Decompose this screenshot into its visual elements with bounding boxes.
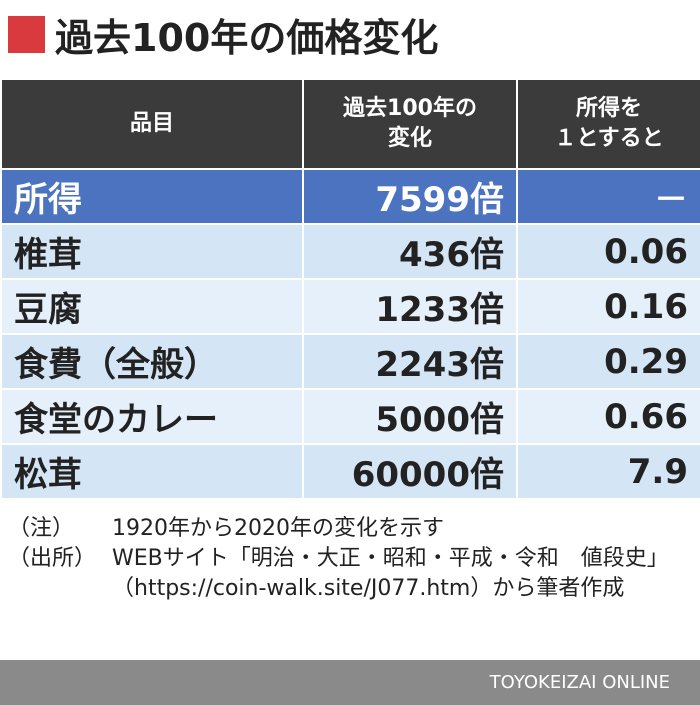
table-row: 食堂のカレー 5000倍 0.66: [0, 388, 700, 445]
brand: TOYOKEIZAI ONLINE: [489, 672, 670, 693]
header-line: 品目: [129, 111, 174, 136]
header-line: １とすると: [554, 126, 664, 151]
note-text: WEBサイト「明治・大正・昭和・平成・令和 値段史」（https://coin-…: [112, 546, 669, 601]
column-header: 品目: [0, 78, 304, 170]
table-cell: 松茸: [0, 443, 304, 500]
notes: （注） 1920年から2020年の変化を示す （出所） WEBサイト「明治・大正・昭和…: [8, 514, 688, 604]
table-cell: 椎茸: [0, 223, 304, 280]
price-table: 品目 過去100年の 変化 所得を １とすると 所得 7599倍－椎茸 436倍 0.06 豆腐…: [0, 78, 700, 500]
note-label: （注）: [8, 516, 75, 541]
table-cell: 0.66: [516, 388, 700, 445]
table-cell: 1233倍: [302, 278, 518, 335]
note: （出所） WEBサイト「明治・大正・昭和・平成・令和 値段史」（https://c…: [8, 544, 688, 604]
header-line: 所得を: [575, 96, 642, 121]
title-bar: 過去100年の価格変化: [8, 6, 438, 62]
table-row: 豆腐 1233倍 0.16: [0, 278, 700, 335]
header-row: 品目 過去100年の 変化 所得を １とすると: [0, 78, 700, 170]
table-cell: 0.16: [516, 278, 700, 335]
column-header: 所得を １とすると: [516, 78, 700, 170]
table-cell: －: [516, 168, 700, 225]
header-line: 過去100年の: [343, 96, 477, 121]
table-cell: 2243倍: [302, 333, 518, 390]
table-cell: 7.9: [516, 443, 700, 500]
table-cell: 5000倍: [302, 388, 518, 445]
column-header: 過去100年の 変化: [302, 78, 518, 170]
note: （注） 1920年から2020年の変化を示す: [8, 514, 688, 544]
table-cell: 436倍: [302, 223, 518, 280]
table-row: 椎茸 436倍 0.06: [0, 223, 700, 280]
table-row: 松茸 60000倍 7.9: [0, 443, 700, 500]
table-cell: 食費（全般）: [0, 333, 304, 390]
table-cell: 0.29: [516, 333, 700, 390]
table-cell: 食堂のカレー: [0, 388, 304, 445]
table-row: 所得 7599倍－: [0, 168, 700, 225]
footer: TOYOKEIZAI ONLINE: [0, 660, 700, 705]
table-cell: 豆腐: [0, 278, 304, 335]
note-text: 1920年から2020年の変化を示す: [112, 516, 444, 541]
header-line: 変化: [387, 126, 432, 151]
title: 過去100年の価格変化: [55, 15, 439, 60]
table-cell: 60000倍: [302, 443, 518, 500]
table-cell: 0.06: [516, 223, 700, 280]
table-cell: 7599倍: [302, 168, 518, 225]
title-marker: [8, 15, 45, 53]
note-label: （出所）: [8, 546, 97, 571]
table-cell: 所得: [0, 168, 304, 225]
table-row: 食費（全般） 2243倍 0.29: [0, 333, 700, 390]
